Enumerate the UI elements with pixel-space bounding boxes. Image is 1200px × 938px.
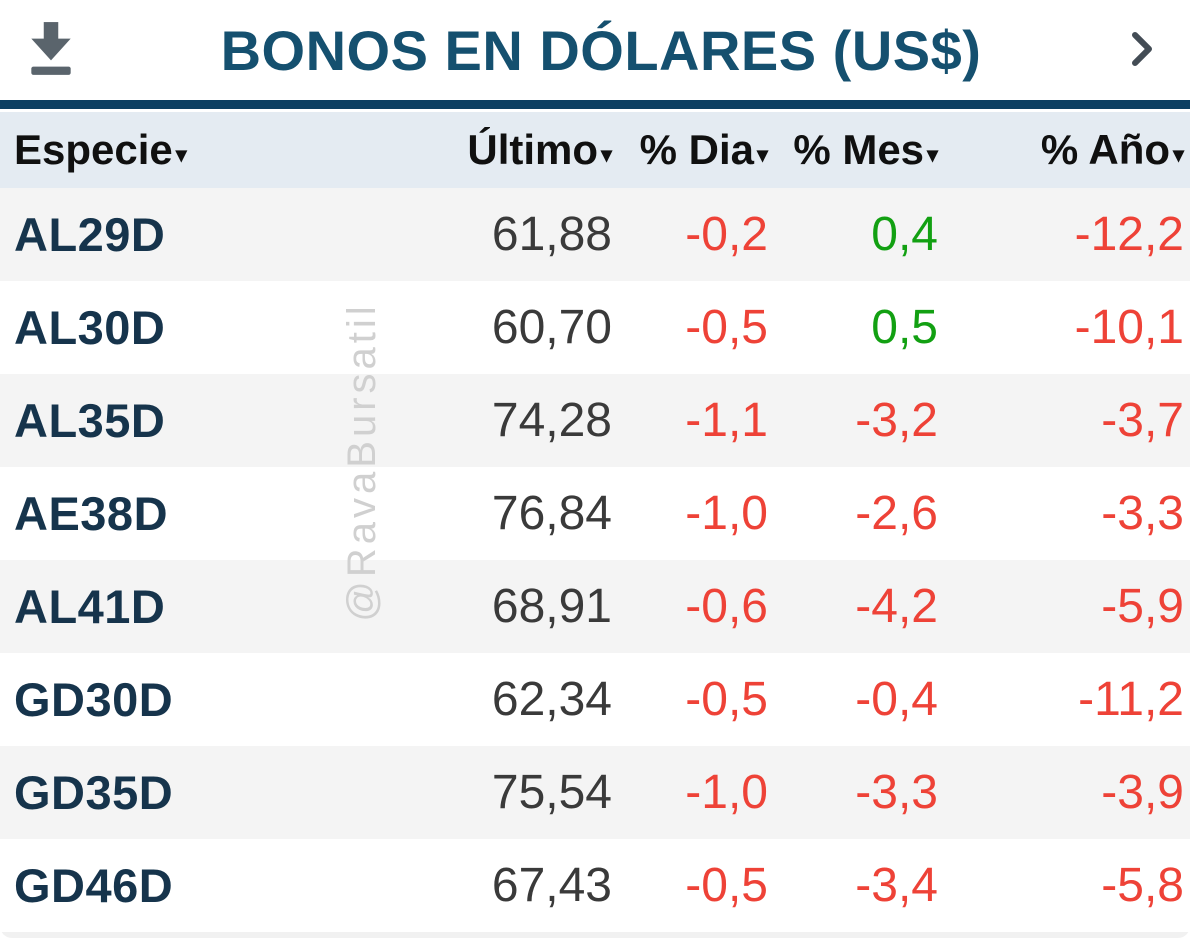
table-body: AL29D 61,88 -0,2 0,4 -12,2 AL30D 60,70 -…	[0, 188, 1190, 932]
especie-cell[interactable]: AL30D	[14, 301, 166, 354]
chevron-right-icon	[1129, 29, 1155, 72]
mes-cell: -2,6	[855, 487, 938, 540]
header-divider-gap	[0, 109, 1190, 112]
ano-cell: -5,9	[1101, 580, 1184, 633]
download-button[interactable]	[22, 18, 80, 82]
sort-arrow-icon: ▾	[757, 142, 768, 167]
ano-cell: -3,7	[1101, 394, 1184, 447]
ano-cell: -10,1	[1074, 301, 1184, 354]
dia-cell: -0,5	[685, 673, 768, 726]
column-header-mes[interactable]: % Mes ▾	[793, 126, 938, 173]
card-title-bar: BONOS EN DÓLARES (US$)	[0, 0, 1190, 100]
table-row[interactable]: GD46D 67,43 -0,5 -3,4 -5,8	[0, 839, 1190, 932]
column-header-especie[interactable]: Especie ▾	[14, 126, 187, 173]
dia-cell: -1,0	[685, 766, 768, 819]
ultimo-cell: 76,84	[491, 487, 612, 540]
ultimo-cell: 74,28	[491, 394, 612, 447]
download-icon	[25, 20, 77, 81]
table-row[interactable]: GD30D 62,34 -0,5 -0,4 -11,2	[0, 653, 1190, 746]
ano-cell: -3,3	[1101, 487, 1184, 540]
mes-cell: -3,4	[855, 859, 938, 912]
ultimo-cell: 67,43	[491, 859, 612, 912]
especie-cell[interactable]: GD35D	[14, 766, 174, 819]
column-header-ano[interactable]: % Año ▾	[1040, 126, 1184, 173]
dia-cell: -0,6	[685, 580, 768, 633]
table-row[interactable]: AE38D 76,84 -1,0 -2,6 -3,3	[0, 467, 1190, 560]
table-row[interactable]: GD35D 75,54 -1,0 -3,3 -3,9	[0, 746, 1190, 839]
mes-cell: -0,4	[855, 673, 938, 726]
ultimo-cell: 68,91	[491, 580, 612, 633]
header-divider-bar	[0, 100, 1190, 109]
mes-cell: 0,4	[871, 208, 938, 261]
card-title: BONOS EN DÓLARES (US$)	[220, 18, 982, 82]
table-header-row: Especie ▾ Último ▾ % Dia ▾ % Mes ▾ % Año ▾	[0, 112, 1190, 188]
especie-cell[interactable]: AE38D	[14, 487, 169, 540]
ultimo-cell: 62,34	[491, 673, 612, 726]
sort-arrow-icon: ▾	[1173, 142, 1184, 167]
ano-cell: -3,9	[1101, 766, 1184, 819]
ano-cell: -5,8	[1101, 859, 1184, 912]
column-header-ultimo[interactable]: Último ▾	[467, 126, 612, 173]
sort-arrow-icon: ▾	[175, 142, 187, 167]
table-row[interactable]: AL41D 68,91 -0,6 -4,2 -5,9	[0, 560, 1190, 653]
table-row[interactable]: AL30D 60,70 -0,5 0,5 -10,1	[0, 281, 1190, 374]
especie-cell[interactable]: GD30D	[14, 673, 174, 726]
table-row[interactable]: AL35D 74,28 -1,1 -3,2 -3,7	[0, 374, 1190, 467]
especie-cell[interactable]: AL41D	[14, 580, 166, 633]
ultimo-cell: 61,88	[491, 208, 612, 261]
sort-arrow-icon: ▾	[927, 142, 938, 167]
dia-cell: -0,5	[685, 301, 768, 354]
dia-cell: -1,1	[685, 394, 768, 447]
mes-cell: -4,2	[855, 580, 938, 633]
especie-cell[interactable]: AL35D	[14, 394, 166, 447]
column-header-dia[interactable]: % Dia ▾	[639, 126, 768, 173]
especie-cell[interactable]: AL29D	[14, 208, 166, 261]
dia-cell: -1,0	[685, 487, 768, 540]
sort-arrow-icon: ▾	[601, 142, 612, 167]
mes-cell: 0,5	[871, 301, 938, 354]
mes-cell: -3,2	[855, 394, 938, 447]
expand-card-button[interactable]	[1122, 20, 1162, 80]
ano-cell: -11,2	[1078, 673, 1184, 726]
dia-cell: -0,2	[685, 208, 768, 261]
card-bottom-strip	[0, 932, 1190, 938]
mes-cell: -3,3	[855, 766, 938, 819]
especie-cell[interactable]: GD46D	[14, 859, 174, 912]
dia-cell: -0,5	[685, 859, 768, 912]
table-row[interactable]: AL29D 61,88 -0,2 0,4 -12,2	[0, 188, 1190, 281]
ultimo-cell: 60,70	[491, 301, 612, 354]
ultimo-cell: 75,54	[491, 766, 612, 819]
ano-cell: -12,2	[1074, 208, 1184, 261]
